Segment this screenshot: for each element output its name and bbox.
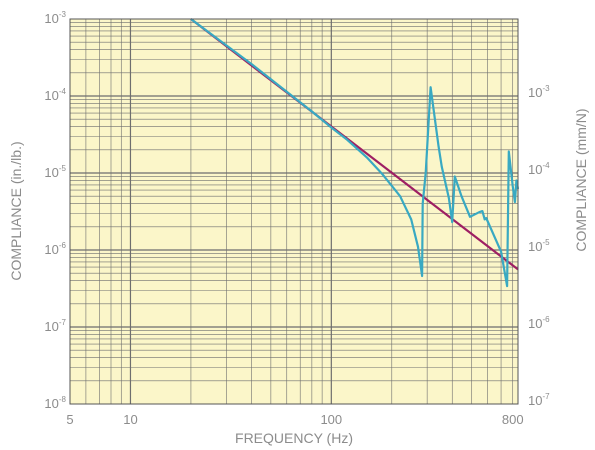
grid-lines — [70, 19, 518, 404]
x-axis-title: FREQUENCY (Hz) — [235, 430, 353, 446]
data-series — [190, 18, 520, 288]
y-axis-title-left: COMPLIANCE (in./lb.) — [8, 141, 24, 280]
y-left-tick-labels: 10-3 10-4 10-5 10-6 10-7 10-8 — [44, 10, 66, 411]
y-right-tick-labels: 10-3 10-4 10-5 10-6 10-7 — [528, 84, 550, 408]
y-left-tick-label: 10-5 — [44, 164, 66, 180]
y-right-tick-label: 10-3 — [528, 84, 550, 100]
x-tick-label: 800 — [502, 412, 524, 427]
plot-border — [69, 18, 519, 405]
y-left-tick-label: 10-6 — [44, 241, 66, 257]
y-axis-title-right: COMPLIANCE (mm/N) — [573, 108, 589, 251]
y-left-tick-label: 10-8 — [44, 395, 66, 411]
y-right-tick-label: 10-7 — [528, 392, 550, 408]
x-tick-label: 10 — [123, 412, 137, 427]
y-left-tick-label: 10-3 — [44, 10, 66, 26]
x-tick-label: 5 — [66, 412, 73, 427]
x-tick-label: 100 — [320, 412, 342, 427]
y-right-tick-label: 10-4 — [528, 161, 550, 177]
y-right-tick-label: 10-5 — [528, 238, 550, 254]
series-line-2 — [190, 18, 520, 288]
y-left-tick-label: 10-4 — [44, 87, 66, 103]
y-left-tick-label: 10-7 — [44, 318, 66, 334]
x-tick-labels: 5 10 100 800 — [66, 412, 523, 427]
y-right-tick-label: 10-6 — [528, 315, 550, 331]
